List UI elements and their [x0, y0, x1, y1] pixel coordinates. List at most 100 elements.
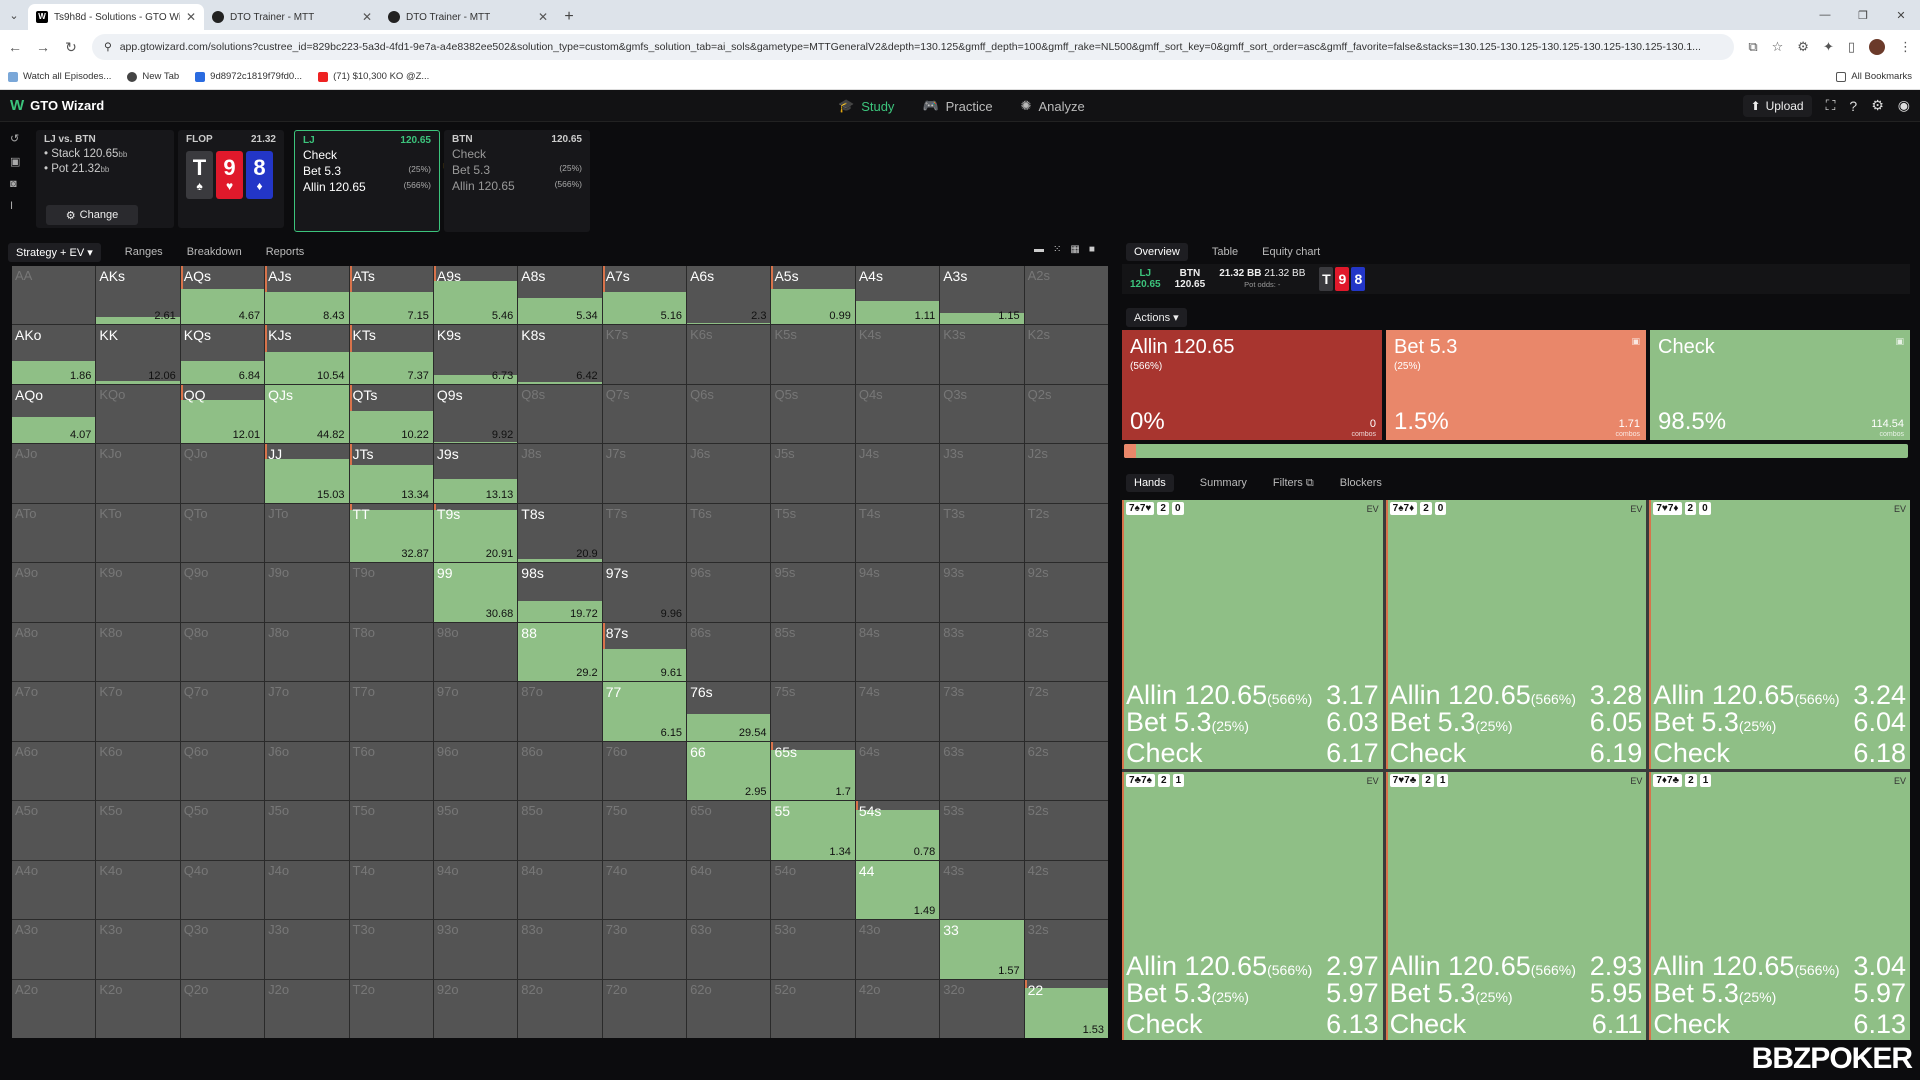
matrix-cell[interactable]: A3o: [12, 920, 96, 979]
matrix-cell[interactable]: J6s: [687, 444, 771, 503]
reload-icon[interactable]: ↻: [65, 38, 77, 55]
matrix-cell[interactable]: A8s 5.34: [518, 266, 602, 325]
url-field[interactable]: ⚲ app.gtowizard.com/solutions?custree_id=…: [92, 34, 1735, 60]
browser-tab-0[interactable]: W Ts9h8d - Solutions - GTO Wiza ✕: [28, 4, 204, 30]
matrix-cell[interactable]: 52o: [771, 979, 855, 1038]
matrix-cell[interactable]: 63s: [940, 741, 1024, 801]
matrix-cell[interactable]: Q9o: [180, 563, 265, 622]
matrix-cell[interactable]: 64s: [855, 741, 940, 801]
matrix-cell[interactable]: Q3s: [940, 384, 1024, 444]
matrix-cell[interactable]: K4o: [96, 860, 180, 920]
matrix-cell[interactable]: T6s: [687, 503, 771, 563]
close-icon[interactable]: ✕: [537, 10, 548, 24]
bookmark-item[interactable]: New Tab: [127, 71, 179, 82]
matrix-cell[interactable]: T4o: [349, 860, 433, 920]
minimize-icon[interactable]: —: [1819, 9, 1831, 21]
action-box[interactable]: Bet 5.3 (25%) 1.5% 1.71 combos ▣: [1386, 330, 1646, 440]
matrix-cell[interactable]: QJo: [180, 444, 265, 503]
actions-dropdown[interactable]: Actions ▾: [1126, 308, 1187, 327]
matrix-cell[interactable]: T9o: [349, 563, 433, 622]
app-logo[interactable]: W GTO Wizard: [10, 97, 105, 114]
matrix-cell[interactable]: K5o: [96, 801, 180, 860]
matrix-cell[interactable]: 93s: [940, 563, 1024, 622]
matrix-cell[interactable]: K5s: [771, 325, 855, 384]
matrix-cell[interactable]: QQ 12.01: [180, 384, 265, 444]
matrix-cell[interactable]: 32s: [1024, 920, 1108, 979]
matrix-cell[interactable]: T5s: [771, 503, 855, 563]
matrix-cell[interactable]: 88 29.2: [518, 622, 602, 682]
matrix-cell[interactable]: AQo 4.07: [12, 384, 96, 444]
new-tab-plus-icon[interactable]: +: [564, 8, 574, 25]
matrix-cell[interactable]: J7s: [602, 444, 687, 503]
lj-action-node[interactable]: LJ 120.65 Check Bet 5.3 (25%) Allin 120.65…: [294, 130, 455, 232]
matrix-cell[interactable]: K7o: [96, 682, 180, 741]
matrix-cell[interactable]: T7s: [602, 503, 687, 563]
matrix-cell[interactable]: T2s: [1024, 503, 1108, 563]
extension-puzzle-icon[interactable]: ✦: [1822, 39, 1834, 54]
matrix-cell[interactable]: J2o: [265, 979, 349, 1038]
matrix-cell[interactable]: T5o: [349, 801, 433, 860]
close-window-icon[interactable]: ✕: [1896, 9, 1906, 22]
matrix-cell[interactable]: 53s: [940, 801, 1024, 860]
node-action-check[interactable]: Check: [303, 148, 338, 162]
browser-tab-1[interactable]: DTO Trainer - MTT ✕: [204, 4, 380, 30]
back-arrow-icon[interactable]: ←: [8, 39, 22, 55]
history-icon[interactable]: ↺: [10, 133, 20, 145]
hand-combo-cell[interactable]: 7♠7♦ 2 0 EV Allin 120.65(566%) 3.28 Bet 5.3(25…: [1385, 500, 1647, 769]
tab-blockers[interactable]: Blockers: [1339, 477, 1382, 489]
matrix-cell[interactable]: 42s: [1024, 860, 1108, 920]
sidebar-icon[interactable]: ▯: [1847, 39, 1855, 54]
matrix-cell[interactable]: 54o: [771, 860, 855, 920]
tab-hands[interactable]: Hands: [1126, 474, 1174, 492]
matrix-cell[interactable]: J5o: [265, 801, 349, 860]
matrix-cell[interactable]: T8s 20.9: [518, 503, 602, 563]
matrix-cell[interactable]: 65s 1.7: [771, 741, 855, 801]
tab-ranges[interactable]: Ranges: [124, 246, 163, 258]
matrix-cell[interactable]: Q8o: [180, 622, 265, 682]
matrix-cell[interactable]: AJo: [12, 444, 96, 503]
matrix-cell[interactable]: TT 32.87: [349, 503, 433, 563]
controller-icon[interactable]: ◙: [10, 178, 17, 190]
matrix-cell[interactable]: K4s: [855, 325, 940, 384]
matrix-cell[interactable]: A7o: [12, 682, 96, 741]
matrix-cell[interactable]: K3o: [96, 920, 180, 979]
matrix-cell[interactable]: 94o: [433, 860, 518, 920]
tab-table[interactable]: Table: [1211, 246, 1239, 258]
matrix-cell[interactable]: QJs 44.82: [265, 384, 349, 444]
matrix-cell[interactable]: 62o: [687, 979, 771, 1038]
btn-action-node[interactable]: BTN 120.65 Check Bet 5.3 (25%) Allin 120.6…: [444, 130, 590, 232]
action-box[interactable]: Check 98.5% 114.54 combos ▣: [1650, 330, 1910, 440]
tab-overview[interactable]: Overview: [1126, 243, 1188, 261]
matrix-cell[interactable]: Q9s 9.92: [433, 384, 518, 444]
matrix-cell[interactable]: A6s 2.3: [687, 266, 771, 325]
compact-view-icon[interactable]: ▬: [1034, 244, 1044, 255]
save-icon[interactable]: ▣: [10, 156, 21, 168]
matrix-cell[interactable]: Q3o: [180, 920, 265, 979]
change-button[interactable]: ⚙ Change: [46, 205, 138, 225]
matrix-cell[interactable]: J4o: [265, 860, 349, 920]
matrix-cell[interactable]: 99 30.68: [433, 563, 518, 622]
matrix-cell[interactable]: KQo: [96, 384, 180, 444]
matrix-cell[interactable]: 85o: [518, 801, 602, 860]
matrix-cell[interactable]: JTs 13.34: [349, 444, 433, 503]
matrix-cell[interactable]: J7o: [265, 682, 349, 741]
matrix-cell[interactable]: T3s: [940, 503, 1024, 563]
matrix-cell[interactable]: K3s: [940, 325, 1024, 384]
help-icon[interactable]: ?: [1849, 97, 1858, 114]
browser-tab-2[interactable]: DTO Trainer - MTT ✕: [380, 4, 556, 30]
matrix-cell[interactable]: K2o: [96, 979, 180, 1038]
nav-study[interactable]: 🎓 Study: [838, 98, 895, 114]
bookmark-star-icon[interactable]: ☆: [1771, 39, 1784, 54]
matrix-cell[interactable]: 94s: [855, 563, 940, 622]
matrix-cell[interactable]: 96s: [687, 563, 771, 622]
matrix-cell[interactable]: K8s 6.42: [518, 325, 602, 384]
matrix-cell[interactable]: T4s: [855, 503, 940, 563]
matrix-cell[interactable]: 95o: [433, 801, 518, 860]
grid-icon[interactable]: ▦: [1070, 244, 1080, 255]
hand-combo-cell[interactable]: 7♦7♣ 2 1 EV Allin 120.65(566%) 3.04 Bet 5.3(25…: [1649, 771, 1910, 1040]
matrix-cell[interactable]: QTo: [180, 503, 265, 563]
matrix-cell[interactable]: 66 2.95: [687, 741, 771, 801]
matrix-cell[interactable]: QTs 10.22: [349, 384, 433, 444]
matrix-cell[interactable]: A7s 5.16: [602, 266, 687, 325]
matrix-cell[interactable]: 55 1.34: [771, 801, 855, 860]
